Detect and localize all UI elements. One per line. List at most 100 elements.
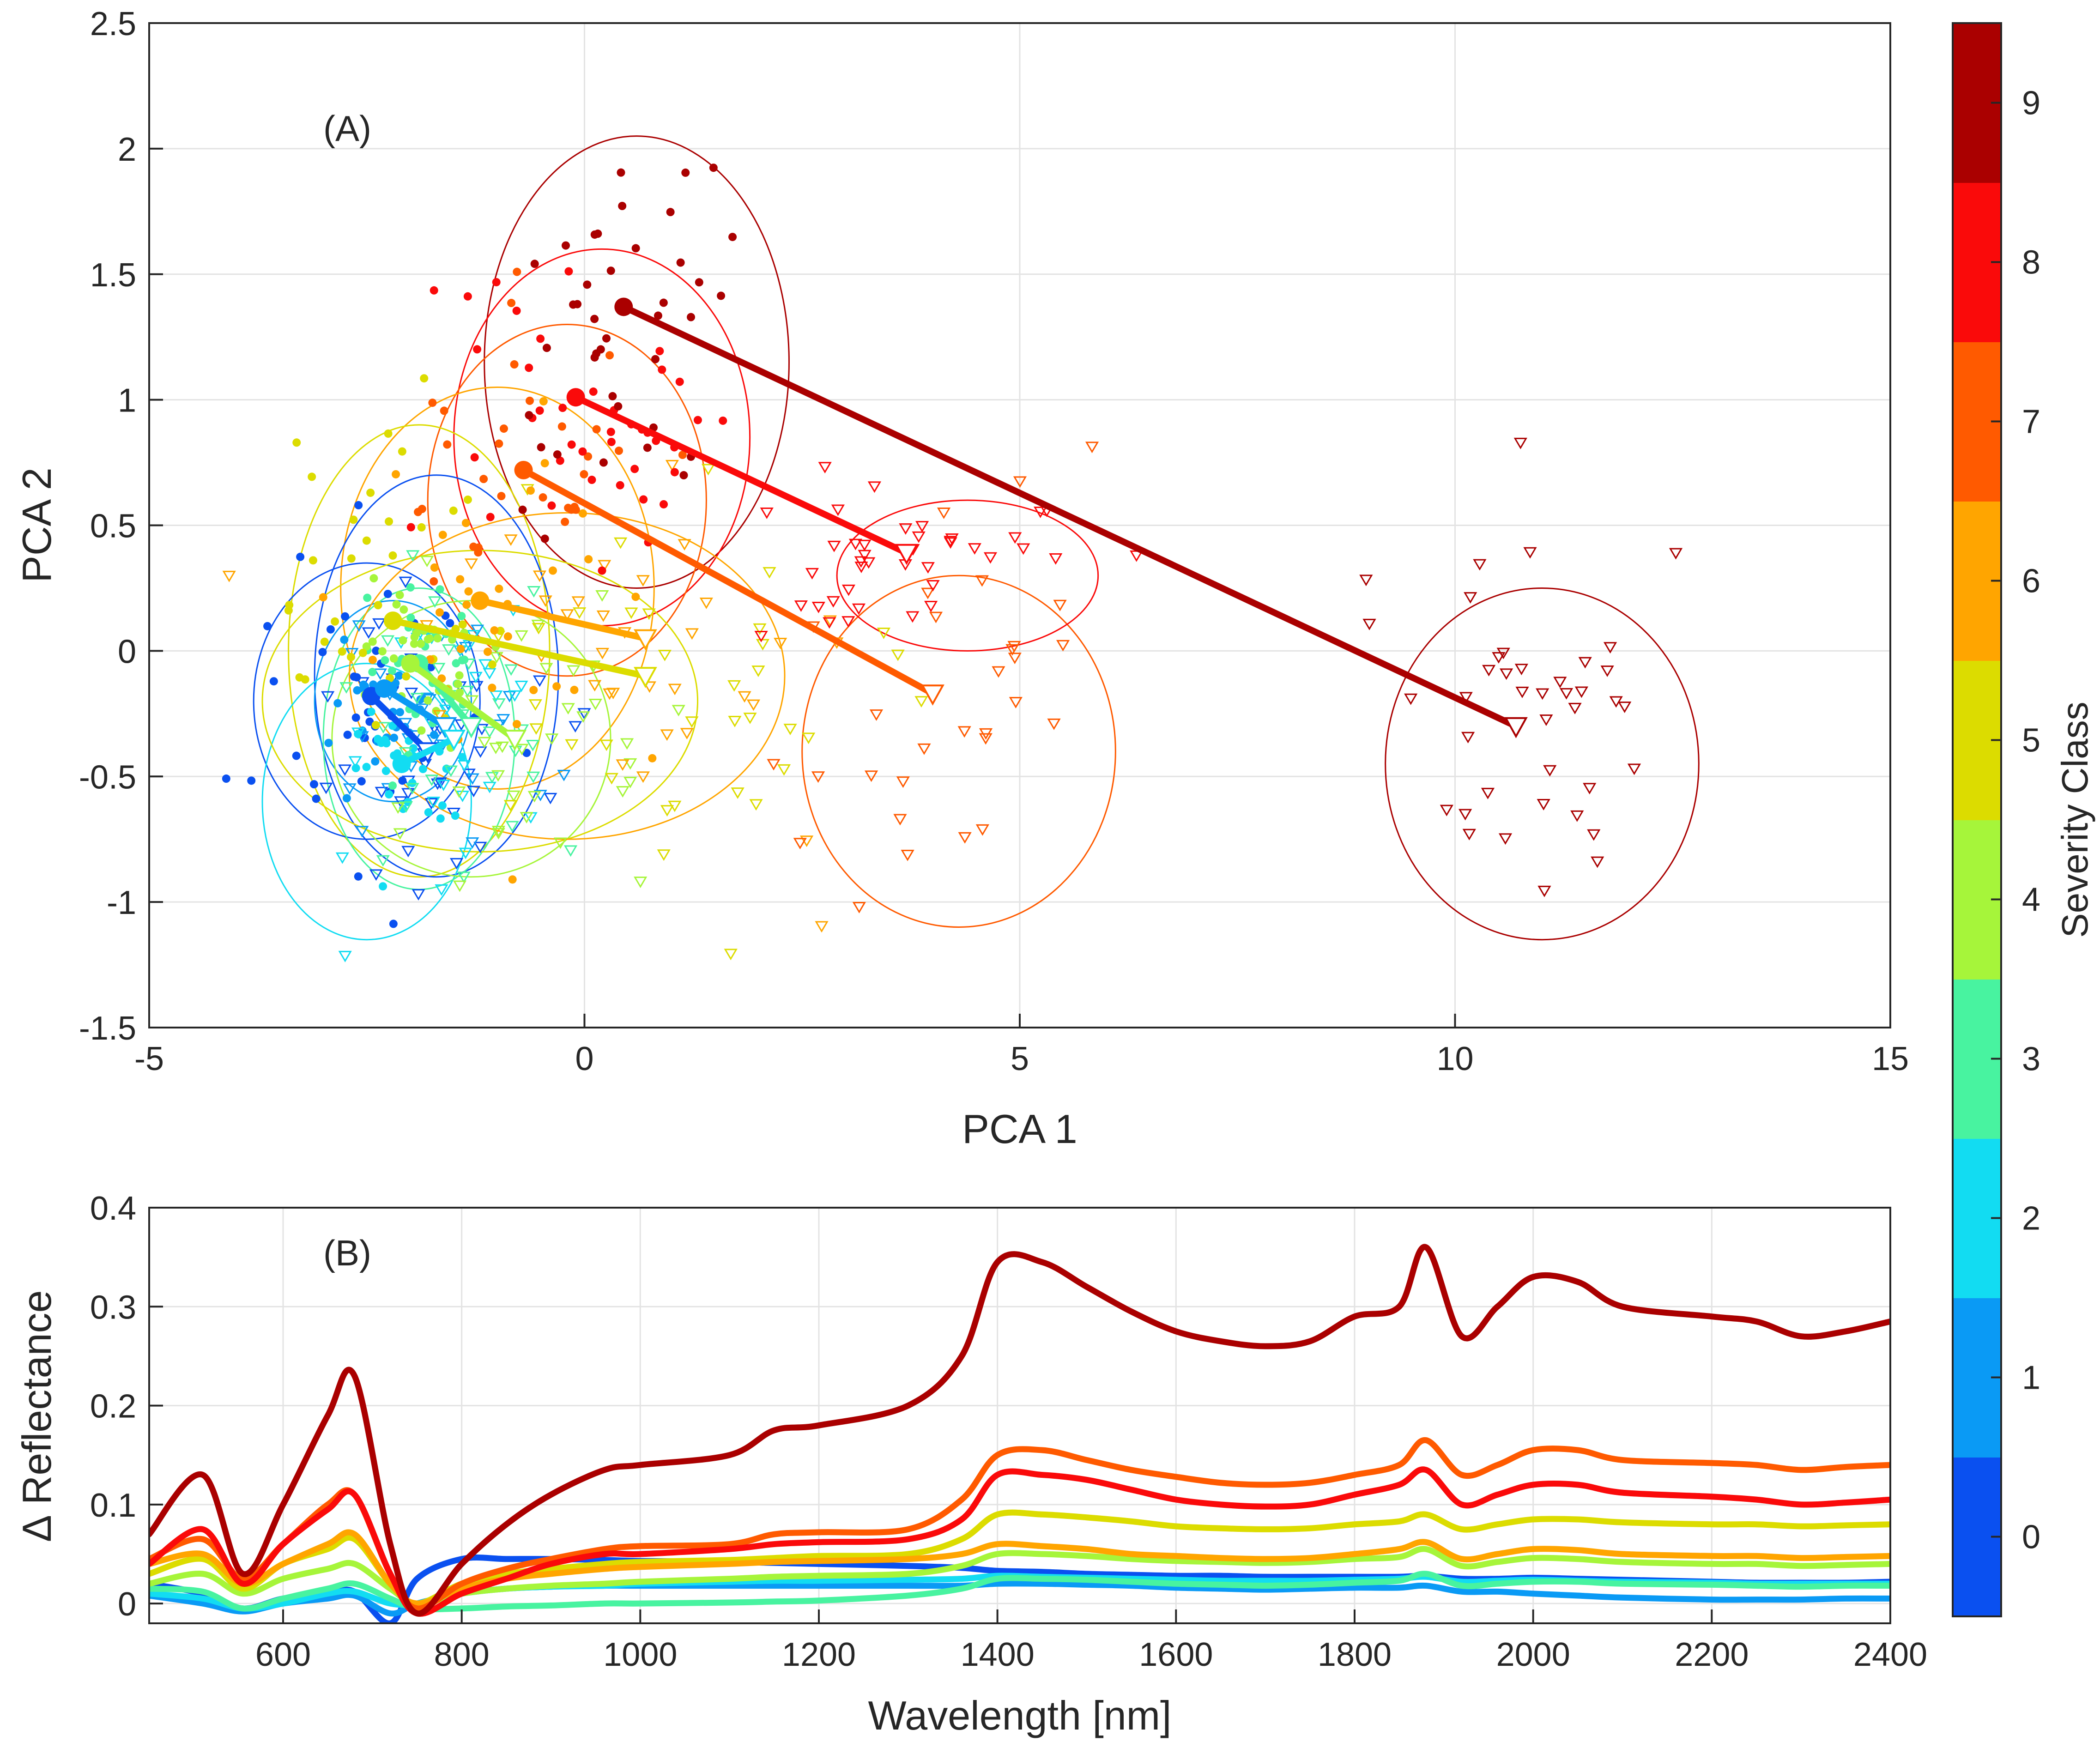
start-sample-dot	[584, 555, 593, 563]
end-sample-triangle	[869, 709, 884, 721]
start-sample-dot	[420, 374, 429, 383]
end-ellipse-class-2	[261, 663, 472, 941]
end-sample-triangle	[1056, 640, 1070, 652]
start-sample-dot	[615, 447, 623, 455]
start-sample-dot	[292, 438, 301, 447]
start-sample-dot	[540, 459, 549, 467]
end-sample-triangle	[731, 787, 744, 799]
end-sample-triangle	[533, 570, 547, 582]
end-sample-triangle	[636, 771, 650, 783]
end-sample-triangle	[852, 603, 866, 615]
end-sample-triangle	[1574, 686, 1588, 698]
end-sample-triangle	[1481, 787, 1495, 799]
end-sample-triangle	[508, 690, 522, 702]
start-sample-dot	[463, 495, 472, 504]
start-ellipse-class-5	[288, 424, 551, 878]
end-sample-triangle	[1513, 437, 1527, 449]
trajectory-class-2	[398, 735, 457, 768]
end-sample-triangle	[1404, 693, 1418, 705]
end-sample-triangle	[1536, 688, 1549, 700]
end-sample-triangle	[571, 596, 585, 608]
end-sample-triangle	[1362, 618, 1376, 630]
end-sample-triangle	[527, 771, 540, 783]
start-sample-dot	[446, 619, 454, 628]
end-sample-triangle	[453, 880, 467, 892]
trajectory-end-class-6	[634, 629, 657, 651]
start-sample-dot	[430, 563, 439, 572]
end-sample-triangle	[545, 733, 559, 745]
end-sample-triangle	[428, 596, 442, 608]
end-sample-triangle	[753, 623, 767, 635]
end-sample-triangle	[457, 871, 471, 883]
start-sample-dot	[296, 552, 305, 561]
end-sample-triangle	[319, 782, 333, 794]
end-sample-triangle	[469, 671, 483, 683]
start-sample-dot	[428, 399, 437, 407]
end-sample-triangle	[1049, 553, 1063, 565]
end-sample-triangle	[777, 764, 791, 776]
end-sample-triangle	[802, 732, 816, 744]
start-sample-dot	[539, 493, 547, 502]
end-sample-triangle	[616, 759, 629, 771]
end-sample-triangle	[642, 681, 656, 693]
end-sample-triangle	[896, 776, 910, 788]
start-sample-dot	[388, 721, 397, 730]
end-sample-triangle	[1359, 575, 1373, 587]
start-sample-dot	[483, 647, 492, 656]
start-sample-dot	[342, 794, 351, 803]
start-sample-dot	[458, 753, 466, 762]
end-sample-triangle	[496, 741, 509, 753]
end-sample-triangle	[1609, 696, 1623, 708]
end-sample-triangle	[979, 728, 993, 740]
panel-b-ytick-label: 0	[118, 1586, 136, 1623]
panel-a-xlabel: PCA 1	[962, 1106, 1077, 1152]
start-sample-dot	[388, 551, 397, 560]
start-sample-dot	[695, 278, 703, 287]
end-sample-triangle	[1537, 799, 1550, 810]
start-sample-dot	[430, 286, 438, 295]
start-sample-dot	[675, 377, 684, 386]
end-sample-triangle	[867, 481, 882, 493]
end-sample-triangle	[751, 665, 765, 677]
end-sample-triangle	[483, 668, 496, 680]
end-sample-triangle	[616, 786, 629, 798]
start-sample-dot	[354, 730, 363, 738]
start-sample-dot	[410, 640, 418, 648]
end-sample-triangle	[1669, 548, 1683, 560]
panel-b-ticks: 600 800 1000 1200 1400 1600 1800 2000 2200 2400 0 0…	[90, 1190, 1927, 1673]
panel-a-scatter: -5 0 5 10 15 -1.5 -1 -0.5 0 0.5 1 1.5 2 2.5 (A) PCA 1…	[14, 6, 1909, 1152]
end-sample-triangle	[891, 649, 905, 661]
start-sample-dot	[389, 919, 398, 928]
start-sample-dot	[385, 790, 393, 799]
start-sample-dot	[326, 625, 335, 634]
panel-a-ytick-label: 2	[118, 131, 136, 168]
start-sample-dot	[593, 230, 602, 238]
end-sample-triangle	[749, 799, 763, 811]
start-sample-dot	[455, 671, 464, 680]
start-sample-dot	[658, 365, 666, 374]
end-sample-triangle	[606, 688, 620, 700]
end-sample-triangle	[557, 769, 571, 781]
start-sample-dot	[417, 726, 426, 735]
panel-a-xtick-label: 0	[575, 1040, 593, 1077]
end-sample-triangle	[901, 849, 914, 861]
end-sample-triangle	[351, 727, 365, 739]
start-sample-dot	[456, 645, 465, 653]
start-sample-dot	[402, 672, 411, 681]
panel-b-xtick-label: 1600	[1139, 1636, 1213, 1673]
start-sample-dot	[605, 351, 614, 360]
end-sample-triangle	[685, 716, 699, 728]
end-sample-triangle	[381, 635, 395, 647]
panel-a-ytick-label: 1.5	[90, 257, 136, 294]
end-sample-triangle	[466, 837, 479, 849]
end-sample-triangle	[376, 722, 390, 734]
end-sample-triangle	[496, 714, 510, 726]
end-sample-triangle	[588, 699, 602, 710]
panel-b-xtick-label: 2400	[1853, 1636, 1927, 1673]
end-sample-triangle	[746, 699, 761, 711]
start-sample-dot	[351, 764, 360, 773]
start-sample-dot	[490, 626, 499, 635]
panel-b-xtick-label: 1400	[961, 1636, 1035, 1673]
end-sample-triangle	[958, 832, 972, 844]
start-sample-dot	[497, 492, 506, 501]
